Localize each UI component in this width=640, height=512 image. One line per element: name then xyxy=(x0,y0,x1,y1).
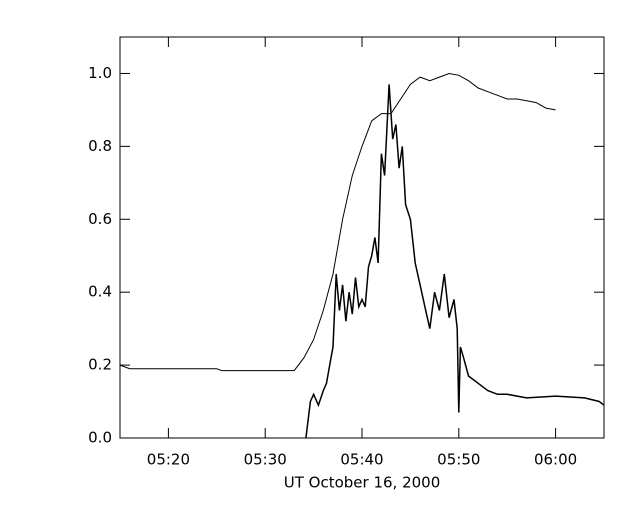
y-tick-label: 0.6 xyxy=(88,210,112,228)
y-tick-label: 0.2 xyxy=(88,356,112,374)
x-tick-label: 05:20 xyxy=(147,451,190,469)
y-tick-label: 1.0 xyxy=(88,64,112,82)
x-tick-label: 05:50 xyxy=(437,451,480,469)
y-tick-label: 0.0 xyxy=(88,429,112,447)
x-tick-label: 06:00 xyxy=(534,451,577,469)
y-tick-label: 0.4 xyxy=(88,283,112,301)
x-axis-label: UT October 16, 2000 xyxy=(284,474,441,492)
x-tick-label: 05:30 xyxy=(244,451,287,469)
plot-frame xyxy=(119,36,605,439)
y-tick-label: 0.8 xyxy=(88,137,112,155)
data-line xyxy=(305,84,605,439)
x-tick-label: 05:40 xyxy=(340,451,383,469)
data-line xyxy=(119,72,556,372)
